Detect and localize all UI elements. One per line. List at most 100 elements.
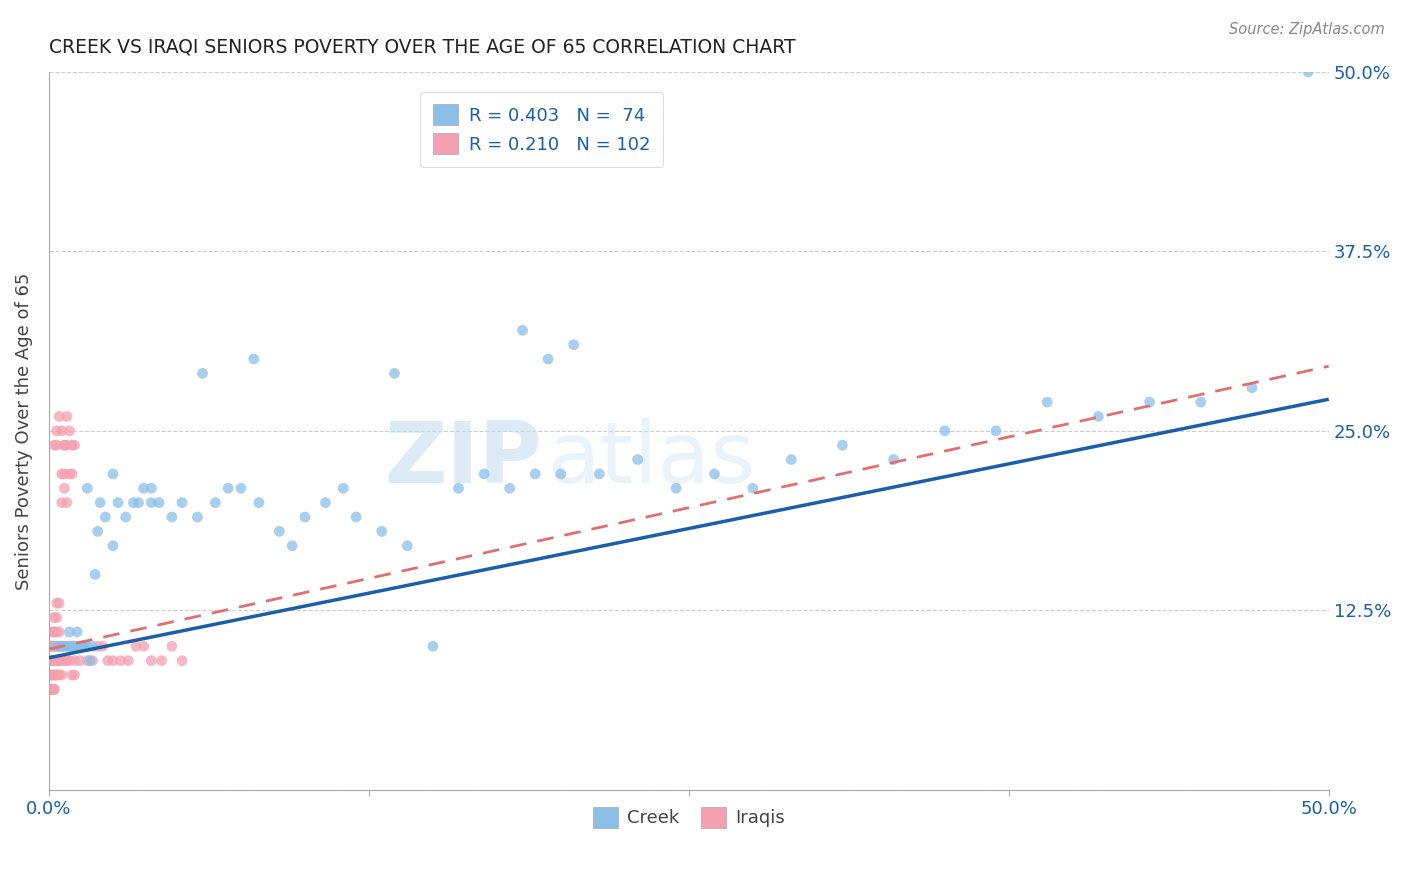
Point (101, 539, 124, 553)
Point (48, 640, 70, 654)
Point (48, 409, 70, 424)
Point (780, 452, 803, 467)
Point (53, 467, 76, 481)
Point (63, 640, 86, 654)
Point (384, 367, 406, 381)
Point (41, 682, 63, 697)
Point (89, 496, 111, 510)
Point (51, 668, 73, 682)
Point (70, 640, 93, 654)
Point (58, 640, 80, 654)
Point (76, 654, 98, 668)
Point (588, 467, 610, 481)
Point (42, 640, 65, 654)
Point (45, 610, 67, 624)
Point (141, 481, 163, 495)
Point (344, 510, 367, 524)
Point (41, 682, 63, 697)
Point (831, 438, 853, 452)
Point (141, 496, 163, 510)
Point (125, 640, 148, 654)
Point (524, 467, 547, 481)
Point (41, 640, 63, 654)
Point (42, 624, 65, 639)
Point (132, 481, 155, 495)
Point (741, 481, 763, 495)
Point (332, 481, 354, 495)
Point (42, 668, 65, 682)
Point (314, 496, 336, 510)
Point (41, 668, 63, 682)
Point (42, 610, 65, 624)
Point (45, 668, 67, 682)
Point (58, 654, 80, 668)
Point (56, 640, 79, 654)
Point (45, 624, 67, 639)
Point (1189, 395, 1212, 409)
Point (41, 682, 63, 697)
Point (56, 496, 79, 510)
Point (550, 467, 572, 481)
Point (53, 481, 76, 495)
Point (41, 682, 63, 697)
Point (1087, 409, 1109, 424)
Point (60, 438, 83, 452)
Point (512, 323, 534, 337)
Point (63, 668, 86, 682)
Point (41, 682, 63, 697)
Point (41, 654, 63, 668)
Point (51, 424, 73, 438)
Point (160, 640, 183, 654)
Point (84, 567, 107, 582)
Point (472, 467, 495, 481)
Point (41, 640, 63, 654)
Point (41, 682, 63, 697)
Point (53, 640, 76, 654)
Point (42, 668, 65, 682)
Point (63, 438, 86, 452)
Point (60, 668, 83, 682)
Point (94, 510, 117, 524)
Point (56, 409, 79, 424)
Point (41, 640, 63, 654)
Text: CREEK VS IRAQI SENIORS POVERTY OVER THE AGE OF 65 CORRELATION CHART: CREEK VS IRAQI SENIORS POVERTY OVER THE … (49, 37, 796, 56)
Point (242, 351, 264, 366)
Point (114, 510, 136, 524)
Point (160, 510, 183, 524)
Point (110, 654, 132, 668)
Point (66, 640, 89, 654)
Point (703, 467, 725, 481)
Point (229, 481, 252, 495)
Point (41, 668, 63, 682)
Point (42, 682, 65, 697)
Point (41, 682, 63, 697)
Point (42, 624, 65, 639)
Point (58, 424, 80, 438)
Point (53, 654, 76, 668)
Point (45, 596, 67, 610)
Y-axis label: Seniors Poverty Over the Age of 65: Seniors Poverty Over the Age of 65 (15, 272, 32, 590)
Point (217, 481, 239, 495)
Point (191, 367, 214, 381)
Point (132, 640, 155, 654)
Point (150, 654, 173, 668)
Point (422, 640, 444, 654)
Point (537, 351, 560, 366)
Point (41, 682, 63, 697)
Point (51, 654, 73, 668)
Point (101, 654, 124, 668)
Point (42, 682, 65, 697)
Point (247, 496, 270, 510)
Point (128, 496, 150, 510)
Point (58, 624, 80, 639)
Point (665, 481, 688, 495)
Point (1139, 395, 1161, 409)
Point (204, 496, 226, 510)
Point (76, 481, 98, 495)
Point (281, 539, 304, 553)
Point (51, 640, 73, 654)
Point (170, 654, 193, 668)
Point (56, 654, 79, 668)
Point (294, 510, 316, 524)
Text: Source: ZipAtlas.com: Source: ZipAtlas.com (1229, 22, 1385, 37)
